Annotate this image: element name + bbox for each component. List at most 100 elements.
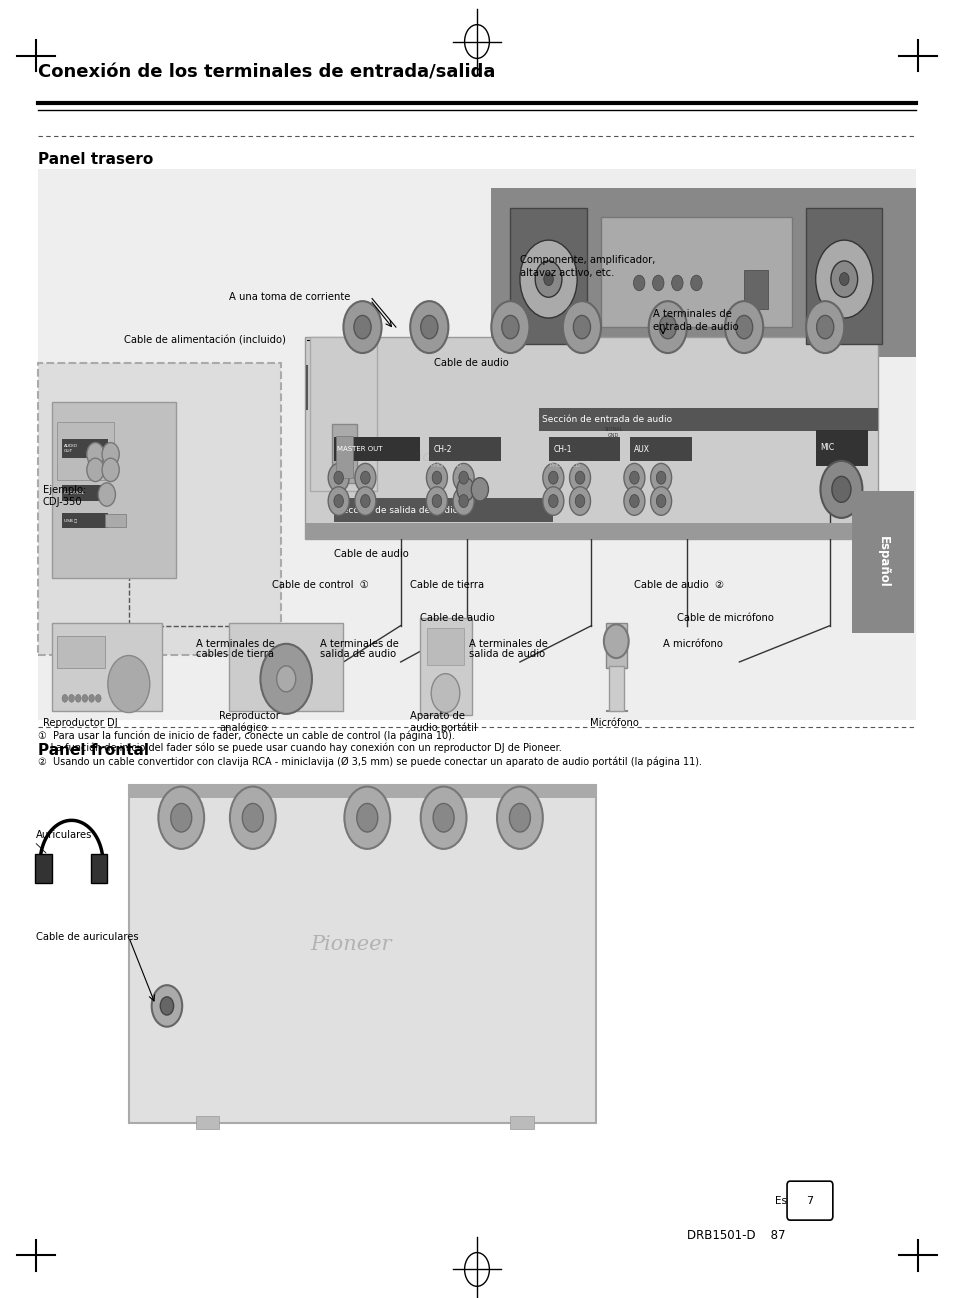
Text: PHONO  CD: PHONO CD [550, 463, 579, 469]
Text: salida de audio: salida de audio [319, 649, 395, 659]
Circle shape [575, 471, 584, 484]
Bar [310, 337, 376, 491]
Circle shape [830, 261, 857, 297]
Circle shape [671, 275, 682, 291]
Text: Sección de salida de audio: Sección de salida de audio [336, 506, 457, 514]
Text: Ejemplo:
CDJ-350: Ejemplo: CDJ-350 [43, 485, 86, 506]
Circle shape [623, 487, 644, 515]
Text: A terminales de: A terminales de [653, 309, 732, 319]
Circle shape [230, 787, 275, 849]
Bar [105, 514, 126, 527]
Bar [129, 785, 596, 1123]
Bar [815, 430, 867, 466]
Text: ①  Para usar la función de inicio de fader, conecte un cable de control (la pági: ① Para usar la función de inicio de fade… [38, 731, 455, 741]
Bar [427, 628, 463, 665]
Circle shape [650, 487, 671, 515]
Circle shape [569, 487, 590, 515]
Circle shape [458, 495, 468, 508]
Circle shape [171, 803, 192, 832]
Bar [62, 439, 108, 458]
Text: Auriculares: Auriculares [36, 829, 92, 840]
Circle shape [420, 787, 466, 849]
Bar [195, 1116, 219, 1129]
Circle shape [355, 487, 375, 515]
Circle shape [433, 803, 454, 832]
Circle shape [623, 463, 644, 492]
Circle shape [548, 471, 558, 484]
Text: Cable de tierra: Cable de tierra [410, 580, 484, 591]
Text: A terminales de: A terminales de [195, 639, 274, 649]
Bar [600, 217, 791, 327]
Text: USB ⭢: USB ⭢ [64, 518, 76, 523]
Circle shape [62, 694, 68, 702]
Circle shape [69, 694, 74, 702]
Bar [335, 436, 353, 478]
Text: A una toma de corriente: A una toma de corriente [229, 292, 350, 302]
Text: Panel trasero: Panel trasero [38, 152, 153, 167]
Bar [743, 270, 767, 309]
Text: CH-2: CH-2 [434, 445, 452, 453]
Circle shape [160, 997, 173, 1015]
Circle shape [573, 315, 590, 339]
Circle shape [158, 787, 204, 849]
Bar [491, 188, 915, 357]
Text: Reproductor: Reproductor [219, 711, 280, 722]
Text: Cable de auriculares: Cable de auriculares [36, 932, 139, 942]
Text: Pioneer: Pioneer [310, 935, 391, 954]
Circle shape [343, 301, 381, 353]
Circle shape [328, 487, 349, 515]
Text: Reproductor DJ: Reproductor DJ [43, 718, 117, 728]
Circle shape [242, 803, 263, 832]
Bar [305, 337, 877, 539]
Circle shape [648, 301, 686, 353]
Text: PHONO  CD: PHONO CD [431, 463, 460, 469]
Circle shape [152, 985, 182, 1027]
Bar [605, 623, 626, 668]
Text: ②  Usando un cable convertidor con clavija RCA - miniclavija (Ø 3,5 mm) se puede: ② Usando un cable convertidor con clavij… [38, 757, 701, 767]
Circle shape [82, 694, 88, 702]
Text: altavoz activo, etc.: altavoz activo, etc. [519, 267, 614, 278]
Circle shape [656, 495, 665, 508]
Text: Cable de audio: Cable de audio [334, 549, 408, 559]
Circle shape [542, 463, 563, 492]
Text: Componente, amplificador,: Componente, amplificador, [519, 254, 655, 265]
Circle shape [562, 301, 600, 353]
Text: Panel frontal: Panel frontal [38, 742, 149, 758]
Text: MIC: MIC [820, 444, 834, 452]
Bar [510, 1116, 534, 1129]
Circle shape [432, 471, 441, 484]
Bar [62, 513, 108, 528]
Circle shape [426, 487, 447, 515]
Text: Cable de audio: Cable de audio [419, 613, 494, 623]
Text: 7: 7 [805, 1195, 813, 1206]
Circle shape [519, 240, 577, 318]
Bar [419, 618, 472, 715]
Circle shape [724, 301, 762, 353]
Circle shape [453, 487, 474, 515]
Text: Cable de audio: Cable de audio [434, 358, 508, 369]
Text: Pioneer: Pioneer [410, 450, 462, 463]
Text: Sección de entrada de audio: Sección de entrada de audio [541, 415, 671, 423]
Circle shape [575, 495, 584, 508]
Bar [38, 363, 281, 655]
Bar [538, 408, 877, 431]
Circle shape [542, 487, 563, 515]
Circle shape [344, 787, 390, 849]
Circle shape [805, 301, 843, 353]
Circle shape [75, 694, 81, 702]
Text: Cable de micrófono: Cable de micrófono [677, 613, 774, 623]
Circle shape [543, 273, 553, 286]
Circle shape [87, 443, 104, 466]
Bar [38, 169, 915, 720]
Text: SIGNAL
GND: SIGNAL GND [603, 427, 622, 437]
Circle shape [453, 463, 474, 492]
Circle shape [690, 275, 701, 291]
Text: A terminales de: A terminales de [469, 639, 548, 649]
Text: CONTROL: CONTROL [64, 491, 85, 496]
Text: CH-1: CH-1 [553, 445, 571, 453]
Circle shape [98, 483, 115, 506]
Bar [805, 208, 882, 344]
Circle shape [471, 478, 488, 501]
Circle shape [839, 273, 848, 286]
Circle shape [334, 495, 343, 508]
